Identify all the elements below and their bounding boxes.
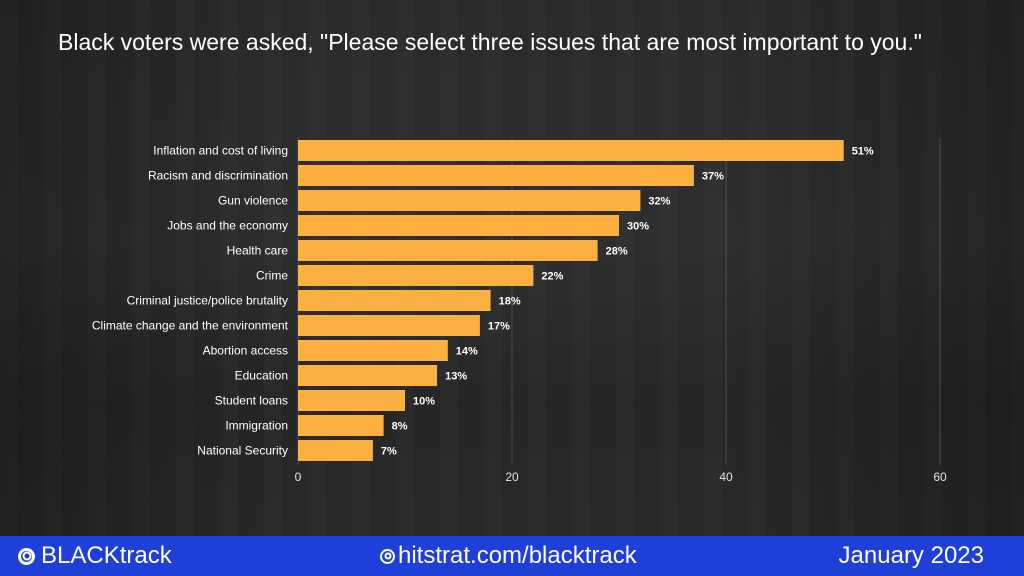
- value-label: 13%: [445, 371, 467, 383]
- category-label: Gun violence: [218, 194, 288, 208]
- bar: [298, 315, 480, 336]
- value-label: 37%: [702, 171, 724, 183]
- category-label: Student loans: [215, 394, 288, 408]
- brand-name: BLACKtrack: [41, 542, 172, 569]
- site-url[interactable]: hitstrat.com/blacktrack: [380, 536, 637, 576]
- footer-bar: BLACKtrack hitstrat.com/blacktrack Janua…: [0, 536, 1024, 576]
- bars: [298, 140, 844, 461]
- category-labels: Inflation and cost of living Racism and d…: [92, 144, 289, 458]
- value-label: 17%: [488, 321, 510, 333]
- category-label: National Security: [197, 444, 288, 458]
- bar: [298, 140, 844, 161]
- bar: [298, 190, 641, 211]
- category-label: Racism and discrimination: [148, 169, 288, 183]
- bar: [298, 165, 694, 186]
- value-label: 14%: [456, 346, 478, 358]
- value-labels: 51% 37% 32% 30% 28% 22% 18% 17% 14% 13% 10% 8% 7%: [381, 146, 874, 458]
- x-axis-ticks: 0 20 40 60: [295, 470, 947, 484]
- category-label: Health care: [227, 244, 289, 258]
- x-tick-label: 20: [505, 470, 519, 484]
- x-tick-label: 60: [933, 470, 947, 484]
- x-tick-label: 0: [295, 470, 302, 484]
- footer-date: January 2023: [838, 542, 984, 569]
- value-label: 30%: [627, 221, 649, 233]
- value-label: 18%: [499, 296, 521, 308]
- category-label: Immigration: [225, 419, 288, 433]
- value-label: 32%: [648, 196, 670, 208]
- site-url-text: hitstrat.com/blacktrack: [398, 542, 637, 569]
- bar: [298, 215, 619, 236]
- value-label: 28%: [606, 246, 628, 258]
- category-label: Jobs and the economy: [167, 219, 288, 233]
- category-label: Criminal justice/police brutality: [127, 294, 288, 308]
- bar-chart: Inflation and cost of living Racism and d…: [92, 138, 947, 484]
- chart-title: Black voters were asked, "Please select …: [58, 29, 922, 55]
- bar: [298, 340, 448, 361]
- target-icon: [380, 548, 395, 564]
- bar: [298, 365, 438, 386]
- value-label: 7%: [381, 446, 397, 458]
- category-label: Inflation and cost of living: [153, 144, 288, 158]
- category-label: Crime: [256, 269, 288, 283]
- bar: [298, 440, 373, 461]
- target-icon: [18, 547, 35, 565]
- value-label: 10%: [413, 396, 435, 408]
- bar: [298, 415, 384, 436]
- value-label: 22%: [541, 271, 563, 283]
- bar: [298, 290, 491, 311]
- category-label: Climate change and the environment: [92, 319, 289, 333]
- category-label: Abortion access: [203, 344, 288, 358]
- bar: [298, 240, 598, 261]
- x-tick-label: 40: [719, 470, 733, 484]
- value-label: 51%: [852, 146, 874, 158]
- bar: [298, 390, 405, 411]
- brand-logo: BLACKtrack: [18, 536, 172, 576]
- category-label: Education: [235, 369, 288, 383]
- value-label: 8%: [392, 421, 408, 433]
- bar: [298, 265, 534, 286]
